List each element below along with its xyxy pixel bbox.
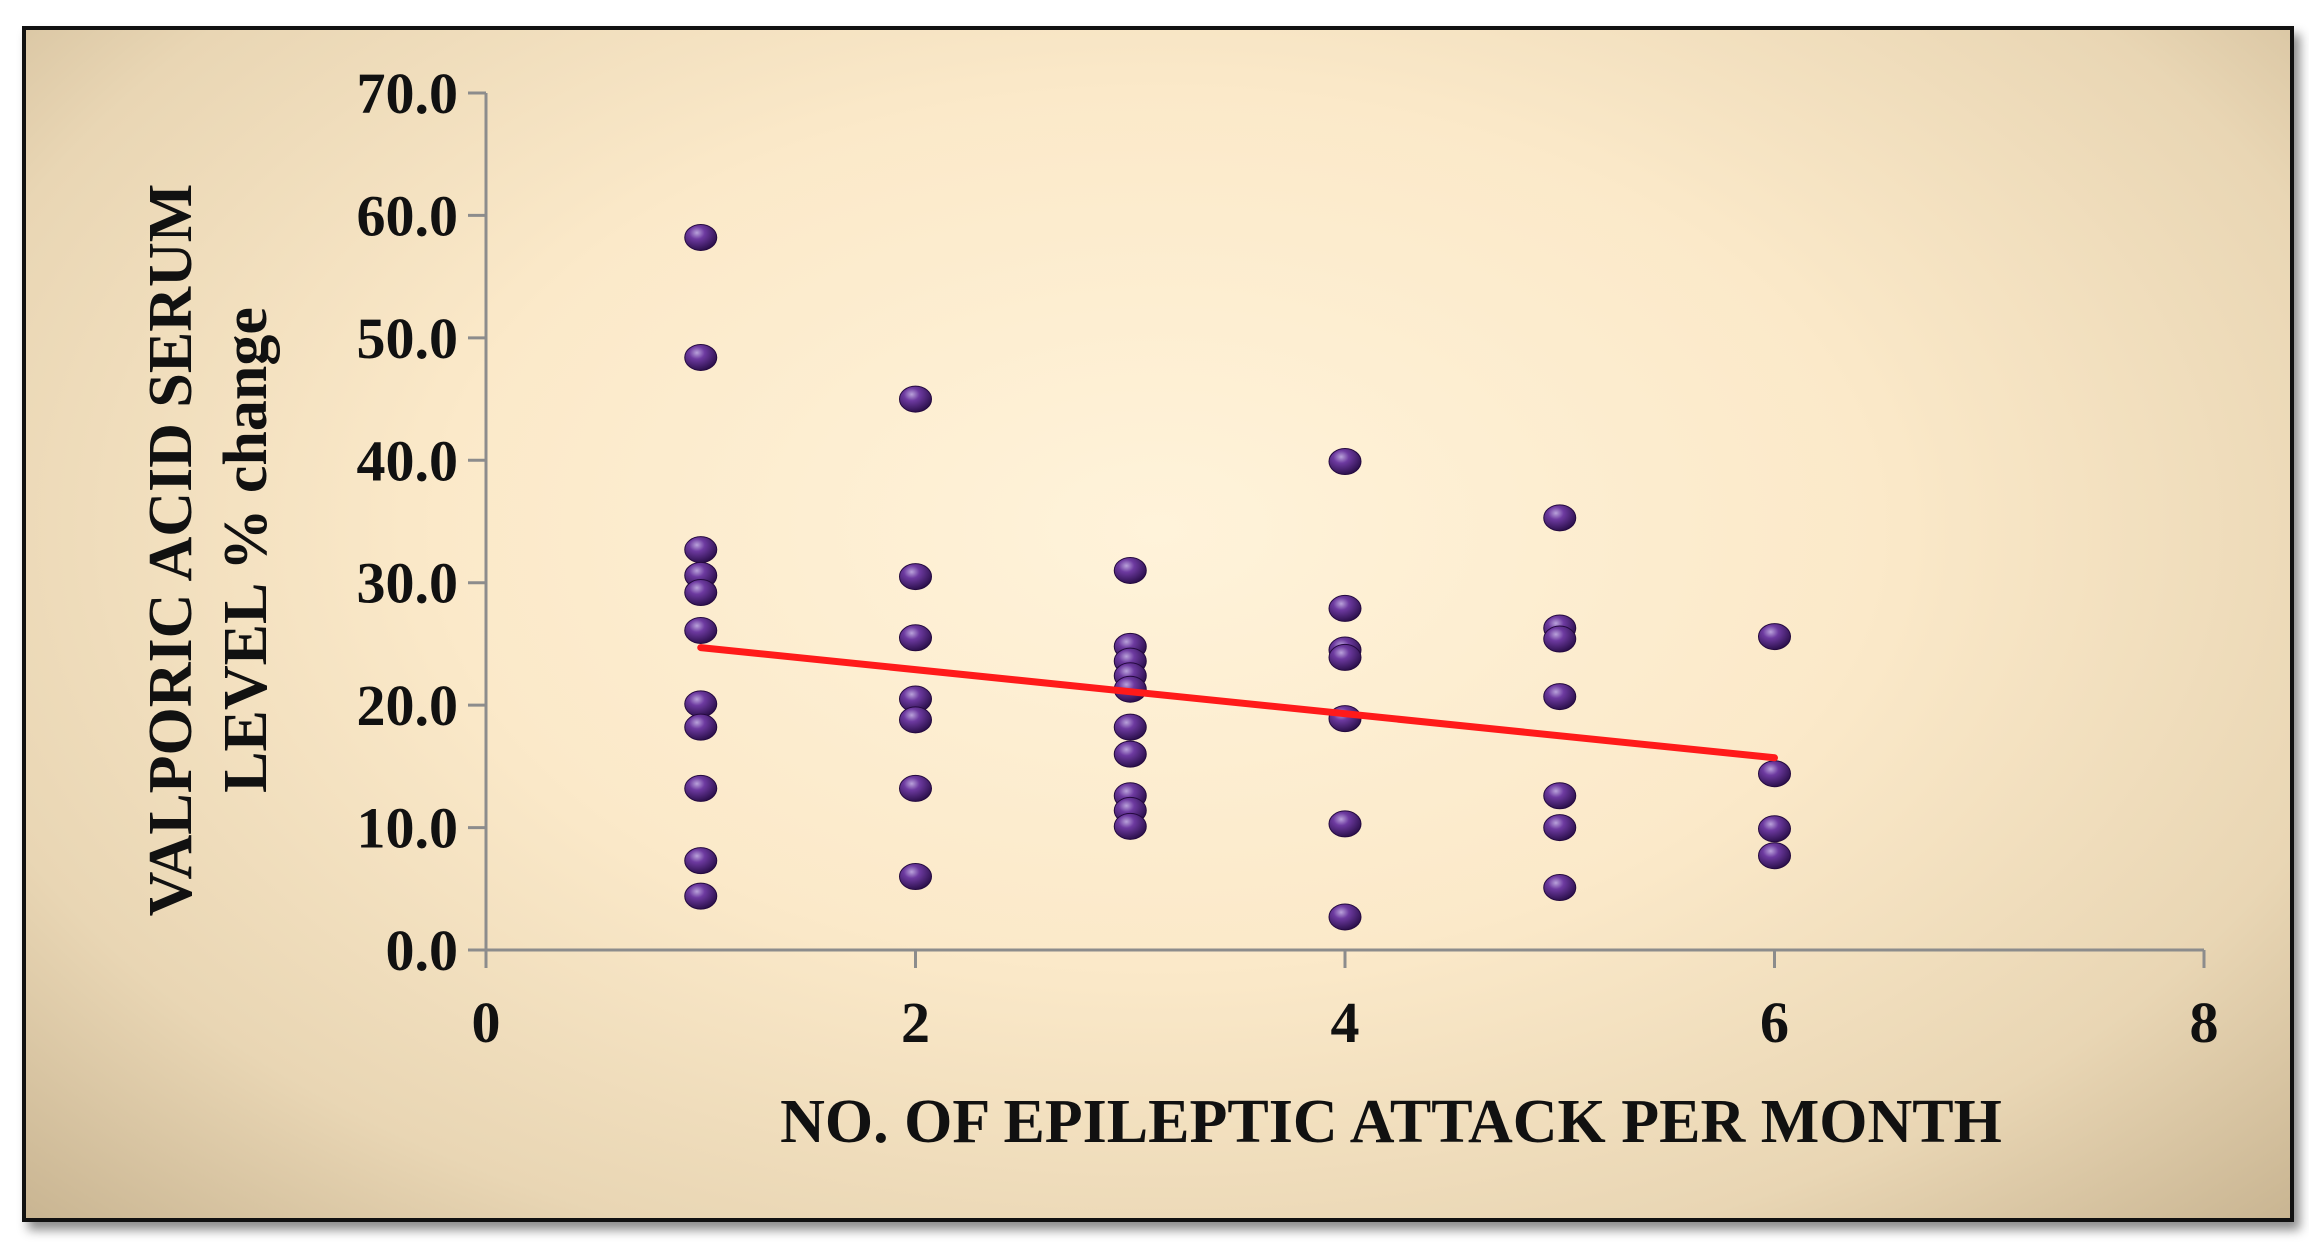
data-point — [899, 624, 932, 652]
data-point — [1113, 812, 1147, 840]
y-tick-label: 70.0 — [357, 61, 459, 126]
y-axis-title-line-1: VALPORIC ACID SERUM — [137, 184, 205, 917]
data-point — [1758, 842, 1791, 870]
x-axis-title: NO. OF EPILEPTIC ATTACK PER MONTH — [780, 1088, 2002, 1156]
x-tick-label: 2 — [901, 990, 930, 1055]
x-tick-label: 8 — [2190, 990, 2219, 1055]
x-tick-label: 4 — [1331, 990, 1360, 1055]
y-tick-label: 30.0 — [357, 551, 459, 616]
y-axis-title-line-2: LEVEL % change — [212, 307, 280, 793]
data-point — [684, 774, 718, 802]
data-point — [1543, 504, 1577, 532]
y-axis-title: VALPORIC ACID SERUM LEVEL % change — [137, 184, 280, 917]
trendline — [697, 644, 1778, 762]
data-point — [1113, 556, 1147, 584]
data-point — [1758, 815, 1791, 843]
data-point — [1543, 814, 1577, 842]
y-axis: 0.0 10.0 20.0 30.0 40.0 50.0 60.0 70.0 — [357, 61, 488, 983]
data-point — [684, 536, 718, 564]
data-point — [899, 774, 932, 802]
scatter-chart: 0.0 10.0 20.0 30.0 40.0 50.0 60.0 70.0 0 2 4 6 8 NO… — [137, 61, 2219, 1156]
x-tick-label: 0 — [472, 990, 501, 1055]
data-point — [1328, 594, 1362, 622]
data-point — [684, 616, 718, 644]
data-point — [684, 847, 718, 875]
x-tick-label: 6 — [1760, 990, 1789, 1055]
x-axis: 0 2 4 6 8 — [472, 948, 2219, 1055]
data-point — [1543, 683, 1577, 711]
data-point — [899, 706, 932, 734]
data-point — [1113, 713, 1147, 741]
data-point — [899, 863, 932, 891]
data-point — [684, 690, 718, 718]
data-point — [1328, 643, 1362, 671]
data-point — [1758, 623, 1791, 651]
data-point — [1758, 760, 1791, 788]
data-point — [1543, 625, 1577, 653]
data-points — [684, 223, 1791, 931]
data-point — [1328, 810, 1362, 838]
data-point — [684, 579, 718, 607]
data-point — [1543, 874, 1577, 902]
y-tick-label: 20.0 — [357, 673, 459, 738]
data-point — [684, 223, 718, 251]
y-tick-label: 0.0 — [386, 918, 459, 983]
data-point — [899, 385, 932, 413]
data-point — [684, 343, 718, 371]
y-tick-label: 40.0 — [357, 428, 459, 493]
trendline-group — [697, 644, 1778, 762]
data-point — [899, 563, 932, 591]
data-point — [1328, 448, 1362, 476]
y-tick-label: 60.0 — [357, 183, 459, 248]
chart-frame: 0.0 10.0 20.0 30.0 40.0 50.0 60.0 70.0 0 2 4 6 8 NO… — [22, 26, 2294, 1222]
data-point — [1328, 903, 1362, 931]
data-point — [1113, 740, 1147, 768]
data-point — [1543, 782, 1577, 810]
data-point — [684, 882, 718, 910]
data-point — [684, 713, 718, 741]
y-tick-label: 10.0 — [357, 796, 459, 861]
y-tick-label: 50.0 — [357, 306, 459, 371]
